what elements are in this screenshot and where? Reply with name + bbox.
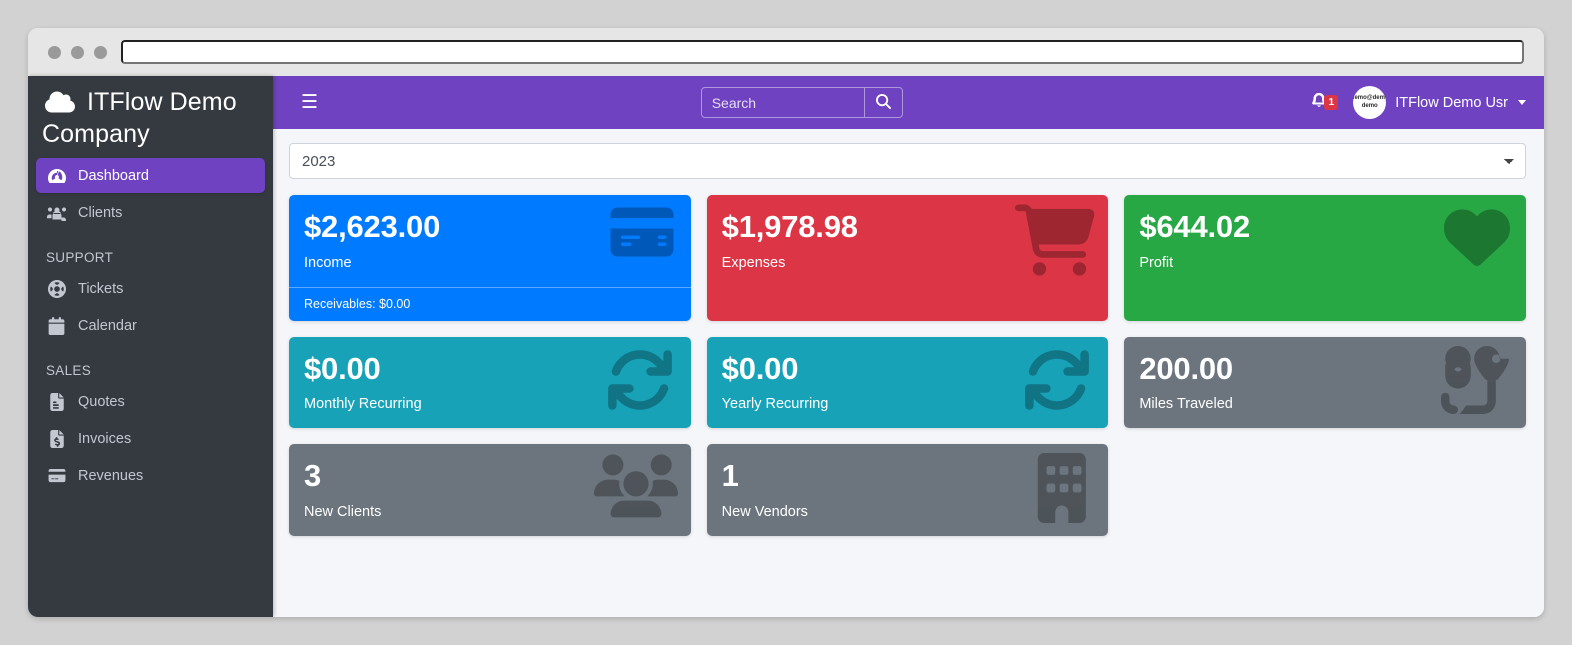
stat-card-expenses[interactable]: $1,978.98 Expenses [706,195,1109,321]
window-controls [48,45,107,59]
avatar-line-2: demo [1361,102,1378,109]
calendar-icon [46,316,67,335]
sidebar-item-label: Calendar [78,317,137,334]
search-group [700,87,903,118]
card-label: Monthly Recurring [304,396,422,413]
card-value: $1,978.98 [721,209,858,244]
sidebar: ITFlow Demo Company Dashboard [28,76,273,617]
top-navbar: ☰ [273,76,1544,129]
sidebar-item-quotes[interactable]: Quotes [36,384,265,419]
card-value: 200.00 [1139,350,1233,386]
users-icon [46,203,67,222]
maximize-window-dot[interactable] [94,45,107,59]
sidebar-item-label: Quotes [78,393,125,410]
application-root: ITFlow Demo Company Dashboard [28,76,1544,617]
stat-card-new-vendors[interactable]: 1 New Vendors [706,444,1109,536]
file-invoice-dollar-icon [46,429,67,448]
sidebar-item-revenues[interactable]: Revenues [36,458,265,493]
sidebar-item-dashboard[interactable]: Dashboard [36,158,265,193]
sidebar-item-label: Tickets [78,280,124,297]
empty-grid-slot [1124,444,1526,536]
card-body: 3 New Clients [289,444,691,536]
sidebar-item-label: Dashboard [78,167,149,184]
navbar-right: 1 demo@demo demo ITFlow Demo Usr [1279,86,1526,119]
content-wrapper: ☰ [273,76,1544,617]
card-body: $0.00 Yearly Recurring [707,337,1109,429]
stat-card-row-1: $2,623.00 Income Receivables: $0.00 [289,195,1527,321]
sidebar-section-sales-header: SALES [46,363,92,378]
stat-card-row-3: 3 New Clients 1 New Vendor [289,444,1526,536]
stat-card-row-2: $0.00 Monthly Recurring $0.00 [289,336,1527,429]
search-input[interactable] [701,88,864,117]
sidebar-nav-support: Tickets Calendar [28,271,273,343]
stat-card-new-clients[interactable]: 3 New Clients [289,444,691,536]
search-icon [875,93,891,112]
notification-badge: 1 [1324,94,1339,111]
sidebar-item-clients[interactable]: Clients [36,195,265,230]
minimize-window-dot[interactable] [71,45,84,59]
card-body: $2,623.00 Income [289,195,691,287]
card-body: $644.02 Profit [1124,195,1526,287]
brand-name: ITFlow Demo Company [42,88,237,148]
search-button[interactable] [863,88,902,117]
avatar-line-1: demo@demo [1353,95,1386,101]
card-label: Miles Traveled [1139,396,1233,413]
stat-card-monthly-recurring[interactable]: $0.00 Monthly Recurring [289,336,691,429]
close-window-dot[interactable] [48,45,61,59]
stat-card-profit[interactable]: $644.02 Profit [1124,195,1527,321]
tachometer-icon [46,166,67,185]
address-bar-input[interactable] [121,40,1524,64]
caret-down-icon [1518,100,1526,105]
user-menu-label: ITFlow Demo Usr [1395,94,1508,111]
sidebar-item-invoices[interactable]: Invoices [36,421,265,456]
lifebuoy-icon [46,279,67,298]
card-label: Profit [1139,254,1174,271]
hamburger-icon[interactable]: ☰ [295,89,324,116]
browser-chrome [28,28,1544,76]
card-footer: Receivables: $0.00 [289,286,691,321]
avatar: demo@demo demo [1353,86,1387,119]
card-label: New Clients [304,503,382,520]
cloud-icon [42,90,78,120]
card-label: New Vendors [721,503,808,520]
sidebar-section-support-header: SUPPORT [46,250,114,265]
year-filter-select[interactable]: 2023 [289,143,1526,179]
stat-card-yearly-recurring[interactable]: $0.00 Yearly Recurring [706,336,1109,429]
file-quote-icon [46,392,67,411]
stat-card-miles-traveled[interactable]: 200.00 Miles Traveled [1124,336,1527,429]
sidebar-item-tickets[interactable]: Tickets [36,271,265,306]
main-content: 2023 $2,623.00 Income [273,129,1544,617]
card-label: Income [304,254,352,271]
card-value: 3 [304,458,322,494]
card-body: $1,978.98 Expenses [707,195,1109,287]
sidebar-item-label: Revenues [78,467,144,484]
credit-card-icon [46,466,67,485]
sidebar-item-calendar[interactable]: Calendar [36,308,265,343]
card-body: $0.00 Monthly Recurring [289,337,691,429]
card-body: 1 New Vendors [707,444,1109,536]
card-body: 200.00 Miles Traveled [1124,337,1526,429]
card-value: $0.00 [304,350,381,386]
card-label: Expenses [721,254,786,271]
user-menu[interactable]: demo@demo demo ITFlow Demo Usr [1353,86,1526,119]
card-value: $2,623.00 [304,209,441,244]
card-label: Yearly Recurring [721,396,829,413]
card-value: $644.02 [1139,209,1251,244]
sidebar-item-label: Invoices [78,430,132,447]
brand-logo[interactable]: ITFlow Demo Company [28,82,273,158]
browser-window: ITFlow Demo Company Dashboard [28,28,1544,617]
card-value: $0.00 [721,350,799,386]
stat-card-income[interactable]: $2,623.00 Income Receivables: $0.00 [289,195,691,321]
sidebar-nav-sales: Quotes Invoices Re [28,384,273,493]
sidebar-nav-main: Dashboard Clients [28,158,273,230]
sidebar-item-label: Clients [78,204,123,221]
notifications-button[interactable]: 1 [1309,91,1340,115]
card-value: 1 [721,458,739,494]
